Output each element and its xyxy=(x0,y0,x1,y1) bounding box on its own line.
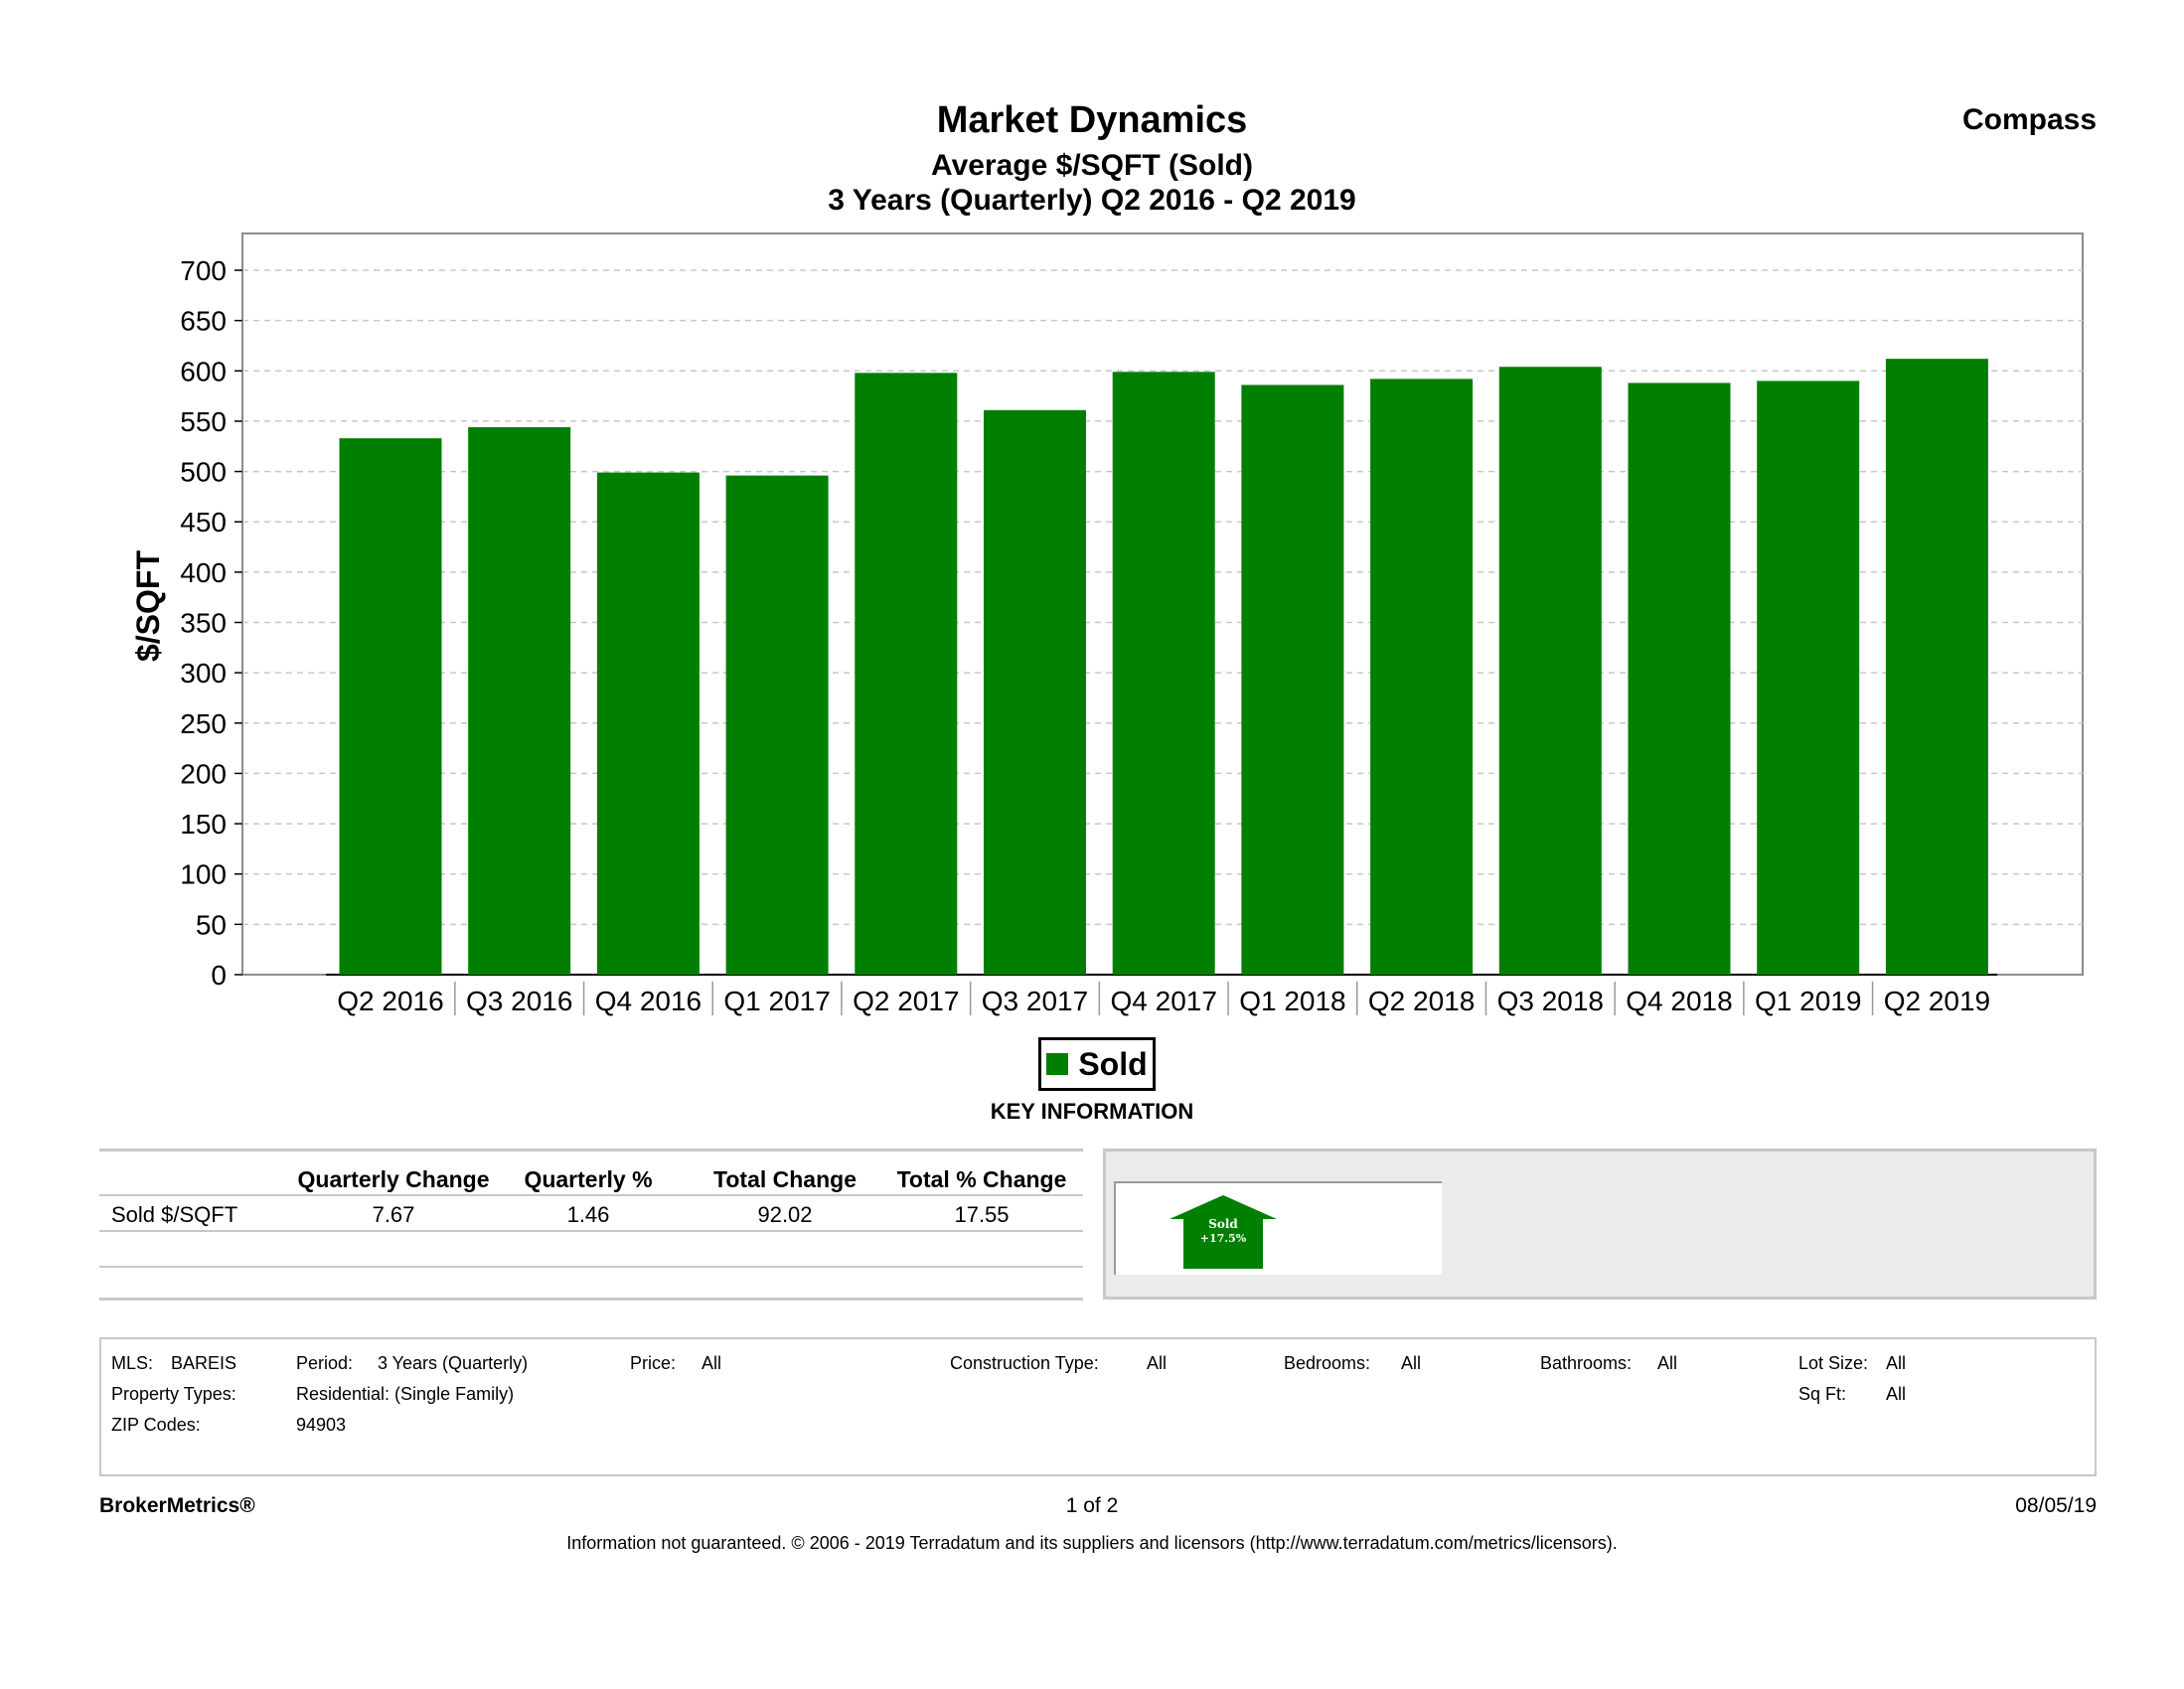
value-quarterly-change: 7.67 xyxy=(372,1202,415,1227)
sqft-label: Sq Ft: xyxy=(1798,1384,1847,1404)
legend: Sold xyxy=(1038,1037,1156,1091)
bar-q2-2018 xyxy=(1370,379,1474,976)
x-tick-label: Q3 2017 xyxy=(982,986,1088,1016)
criteria-box: MLS: BAREIS Period: 3 Years (Quarterly) … xyxy=(99,1337,2097,1476)
disclaimer: Information not guaranteed. © 2006 - 201… xyxy=(566,1533,1618,1553)
y-tick-label: 200 xyxy=(180,758,227,789)
x-tick-label: Q3 2018 xyxy=(1497,986,1604,1016)
chart-title: Market Dynamics xyxy=(936,99,1248,141)
period-value: 3 Years (Quarterly) xyxy=(378,1353,529,1373)
y-tick-label: 550 xyxy=(180,406,227,437)
divider xyxy=(99,1149,1083,1152)
divider xyxy=(99,1230,1083,1232)
y-tick-label: 400 xyxy=(180,557,227,588)
x-tick-label: Q2 2018 xyxy=(1368,986,1475,1016)
bar-q3-2016 xyxy=(468,427,571,975)
y-tick-label: 600 xyxy=(180,356,227,386)
y-tick-label: 250 xyxy=(180,708,227,739)
construction-value: All xyxy=(1147,1353,1168,1373)
x-tick-label: Q4 2018 xyxy=(1626,986,1732,1016)
mls-label: MLS: xyxy=(111,1353,154,1373)
header-total-percent-change: Total % Change xyxy=(896,1166,1067,1192)
mls-value: BAREIS xyxy=(171,1353,237,1373)
x-tick-label: Q2 2017 xyxy=(853,986,959,1016)
bar-q2-2017 xyxy=(855,373,958,976)
bar-q4-2016 xyxy=(596,472,700,975)
chart-subtitle: Average $/SQFT (Sold) xyxy=(931,149,1253,182)
x-tick-label: Q1 2019 xyxy=(1755,986,1861,1016)
legend-swatch xyxy=(1046,1053,1069,1075)
header-total-change: Total Change xyxy=(713,1166,857,1192)
y-tick-label: 300 xyxy=(180,658,227,689)
lot-size-value: All xyxy=(1886,1353,1907,1373)
lot-size-label: Lot Size: xyxy=(1798,1353,1869,1373)
y-tick-label: 700 xyxy=(180,255,227,286)
value-quarterly-percent: 1.46 xyxy=(566,1202,610,1227)
y-tick-label: 350 xyxy=(180,608,227,639)
bar-q4-2017 xyxy=(1112,372,1215,975)
x-tick-label: Q1 2018 xyxy=(1239,986,1345,1016)
y-tick-label: 50 xyxy=(196,909,227,940)
key-information-title: KEY INFORMATION xyxy=(990,1099,1194,1124)
bedrooms-label: Bedrooms: xyxy=(1284,1353,1371,1373)
period-label: Period: xyxy=(296,1353,354,1373)
row-label: Sold $/SQFT xyxy=(111,1202,238,1227)
y-tick-label: 100 xyxy=(180,859,227,890)
value-total-percent-change: 17.55 xyxy=(954,1202,1010,1227)
bar-q4-2018 xyxy=(1628,383,1731,975)
page-number: 1 of 2 xyxy=(1065,1494,1119,1517)
header-quarterly-change: Quarterly Change xyxy=(297,1166,490,1192)
y-tick-label: 150 xyxy=(180,809,227,840)
price-value: All xyxy=(702,1353,722,1373)
price-label: Price: xyxy=(630,1353,677,1373)
y-axis-label: $/SQFT xyxy=(130,550,166,662)
value-total-change: 92.02 xyxy=(757,1202,813,1227)
divider xyxy=(99,1266,1083,1268)
bar-q1-2019 xyxy=(1757,381,1860,975)
chart-period: 3 Years (Quarterly) Q2 2016 - Q2 2019 xyxy=(828,184,1356,217)
trend-panel: Sold +17.5% xyxy=(1103,1149,2097,1300)
x-tick-label: Q1 2017 xyxy=(723,986,830,1016)
brand-name: Compass xyxy=(1961,103,2097,136)
bedrooms-value: All xyxy=(1401,1353,1422,1373)
footer-brand: BrokerMetrics® xyxy=(99,1494,255,1517)
x-tick-label: Q4 2017 xyxy=(1110,986,1216,1016)
y-tick-label: 0 xyxy=(211,960,227,991)
zip-codes-label: ZIP Codes: xyxy=(111,1415,201,1435)
bar-q2-2016 xyxy=(339,438,442,975)
x-tick-label: Q3 2016 xyxy=(466,986,572,1016)
y-tick-label: 500 xyxy=(180,457,227,488)
up-arrow-icon: Sold +17.5% xyxy=(1170,1195,1277,1269)
bathrooms-value: All xyxy=(1657,1353,1678,1373)
property-types-label: Property Types: xyxy=(111,1384,236,1404)
y-tick-label: 450 xyxy=(180,507,227,537)
bar-chart: 0 50 100 150 200 250 300 350 400 450 500 550 600 650 7… xyxy=(130,232,2084,1016)
y-tick-label: 650 xyxy=(180,306,227,337)
bar-q3-2017 xyxy=(984,409,1086,976)
bar-q1-2017 xyxy=(725,475,829,975)
bathrooms-label: Bathrooms: xyxy=(1540,1353,1633,1373)
zip-codes-value: 94903 xyxy=(296,1415,347,1435)
legend-label: Sold xyxy=(1078,1045,1148,1082)
badge-label: Sold xyxy=(1208,1217,1238,1231)
bar-q2-2019 xyxy=(1885,359,1988,975)
construction-label: Construction Type: xyxy=(950,1353,1099,1373)
x-tick-label: Q4 2016 xyxy=(595,986,702,1016)
header-quarterly-percent: Quarterly % xyxy=(524,1166,653,1192)
property-types-value: Residential: (Single Family) xyxy=(296,1384,515,1404)
trend-badge-area: Sold +17.5% xyxy=(1114,1181,1442,1275)
report-date: 08/05/19 xyxy=(2015,1494,2097,1517)
bar-q1-2018 xyxy=(1241,384,1344,976)
x-tick-label: Q2 2019 xyxy=(1884,986,1990,1016)
badge-value: +17.5% xyxy=(1200,1232,1247,1245)
divider xyxy=(99,1298,1083,1301)
x-tick-label: Q2 2016 xyxy=(337,986,443,1016)
divider xyxy=(99,1194,1083,1196)
sqft-value: All xyxy=(1886,1384,1907,1404)
bar-q3-2018 xyxy=(1498,367,1602,976)
